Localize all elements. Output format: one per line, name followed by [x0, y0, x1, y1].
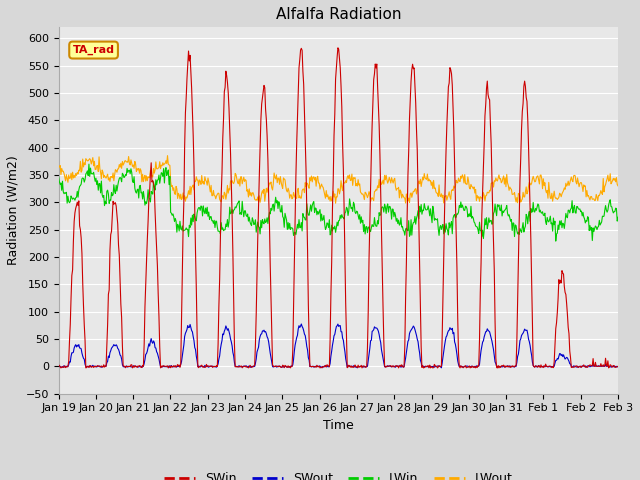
Legend: SWin, SWout, LWin, LWout: SWin, SWout, LWin, LWout	[159, 467, 518, 480]
Text: TA_rad: TA_rad	[72, 45, 115, 55]
Title: Alfalfa Radiation: Alfalfa Radiation	[276, 7, 401, 22]
Y-axis label: Radiation (W/m2): Radiation (W/m2)	[7, 156, 20, 265]
X-axis label: Time: Time	[323, 419, 354, 432]
